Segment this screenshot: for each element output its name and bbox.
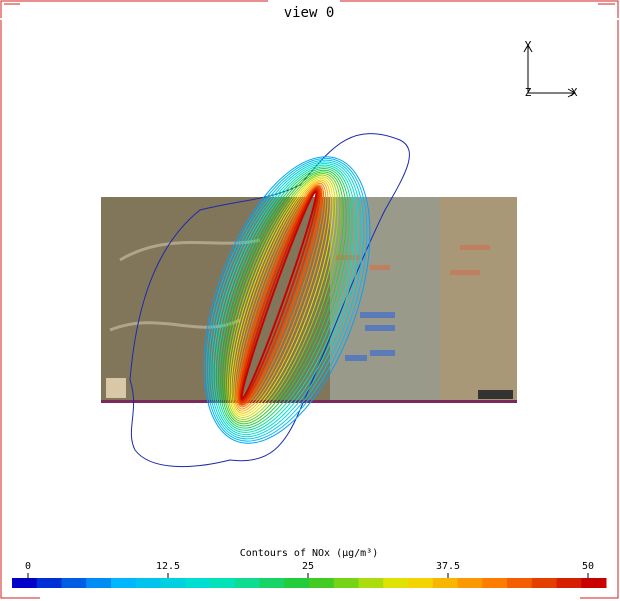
colorbar-segment xyxy=(309,578,335,588)
colorbar-segment xyxy=(507,578,533,588)
colorbar-tick-label: 50 xyxy=(582,561,594,572)
colorbar-segment xyxy=(358,578,384,588)
contour xyxy=(218,168,350,429)
contour xyxy=(230,177,334,416)
contour xyxy=(210,161,362,438)
contour xyxy=(205,157,368,442)
colorbar-segment xyxy=(556,578,582,588)
colorbar-segment xyxy=(259,578,285,588)
contour xyxy=(232,179,331,414)
contour xyxy=(208,159,365,440)
axis-label: Y xyxy=(525,39,532,52)
axes-gizmo xyxy=(523,43,577,98)
colorbar-segment xyxy=(86,578,112,588)
colorbar-segment xyxy=(234,578,260,588)
contour xyxy=(234,181,329,412)
contour xyxy=(238,187,321,404)
view-title: view 0 xyxy=(284,5,335,21)
colorbar-segment xyxy=(383,578,409,588)
contour xyxy=(214,164,356,433)
colorbar-tick-label: 0 xyxy=(25,561,31,572)
contour xyxy=(221,169,347,427)
colorbar: 0 12.5 25 37.5 50 xyxy=(12,561,607,588)
colorbar-tick-label: 12.5 xyxy=(156,561,180,572)
colorbar-title: Contours of NOx (μg/m³) xyxy=(240,548,378,559)
contour xyxy=(228,176,336,418)
contour xyxy=(216,166,353,431)
contour xyxy=(237,184,325,408)
contours xyxy=(129,133,410,467)
contour xyxy=(240,190,318,400)
colorbar-tick-label: 37.5 xyxy=(436,561,460,572)
colorbar-segment xyxy=(135,578,161,588)
contour xyxy=(239,188,319,402)
axis-label: X xyxy=(571,86,578,99)
contour xyxy=(203,156,371,444)
contour xyxy=(223,171,345,425)
colorbar-segment xyxy=(432,578,458,588)
contour xyxy=(212,163,359,436)
colorbar-segment xyxy=(284,578,310,588)
axis-label: Z xyxy=(525,86,532,99)
colorbar-segment xyxy=(408,578,434,588)
colorbar-segment xyxy=(531,578,557,588)
contour xyxy=(227,174,339,421)
colorbar-segment xyxy=(185,578,211,588)
colorbar-segment xyxy=(581,578,607,588)
colorbar-tick-label: 25 xyxy=(302,561,314,572)
contour xyxy=(129,133,410,467)
colorbar-segment xyxy=(36,578,62,588)
colorbar-segment xyxy=(210,578,236,588)
colorbar-segment xyxy=(160,578,186,588)
contour xyxy=(235,182,327,410)
contour xyxy=(225,173,342,423)
colorbar-segment xyxy=(482,578,508,588)
colorbar-segment xyxy=(12,578,38,588)
colorbar-segment xyxy=(111,578,137,588)
colorbar-segment xyxy=(61,578,87,588)
colorbar-segment xyxy=(333,578,359,588)
colorbar-segment xyxy=(457,578,483,588)
contour xyxy=(237,185,323,406)
